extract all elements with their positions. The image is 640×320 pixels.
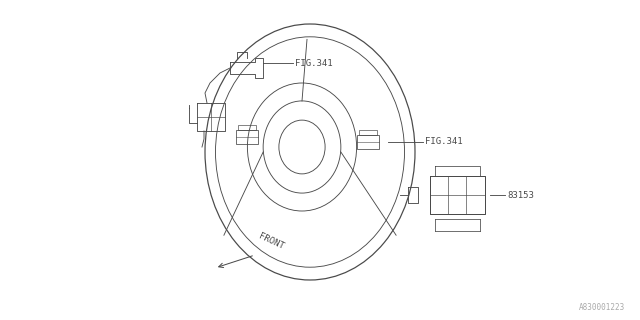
Bar	[356, 135, 379, 149]
Text: FRONT: FRONT	[257, 231, 285, 251]
Bar	[238, 125, 256, 130]
Text: A830001223: A830001223	[579, 303, 625, 312]
Text: FIG.341: FIG.341	[295, 59, 333, 68]
Text: FIG.341: FIG.341	[425, 138, 463, 147]
Text: 83153: 83153	[507, 190, 534, 199]
Bar	[359, 130, 377, 135]
Bar	[236, 130, 258, 144]
